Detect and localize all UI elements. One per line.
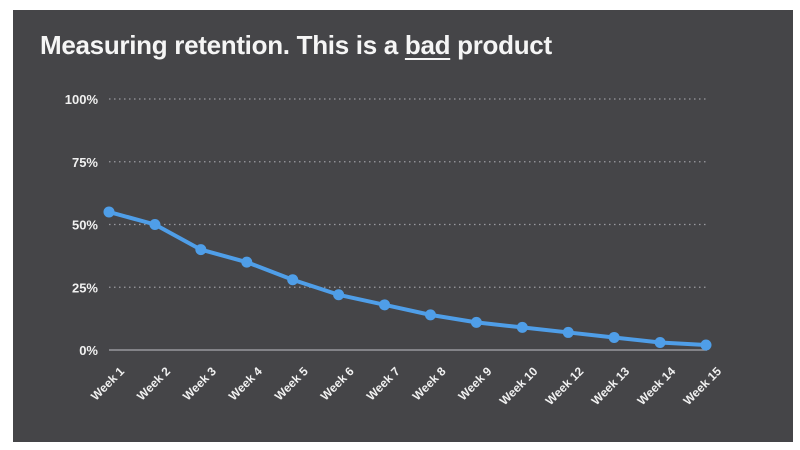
x-axis-tick-label: Week 13 — [589, 364, 633, 408]
y-axis-tick-label: 50% — [72, 218, 98, 233]
x-axis-tick-label: Week 10 — [497, 364, 541, 408]
x-axis-tick-label: Week 14 — [634, 364, 678, 408]
title-text-underlined: bad — [404, 30, 451, 60]
x-axis-tick-label: Week 5 — [272, 364, 311, 403]
data-point-week-4 — [241, 256, 253, 268]
data-point-week-10 — [516, 321, 528, 333]
x-axis-tick-label: Week 12 — [543, 364, 587, 408]
x-axis-tick-label: Week 9 — [456, 364, 495, 403]
y-axis-tick-label: 100% — [65, 92, 99, 107]
title-text-after: product — [450, 30, 552, 60]
x-axis-tick-label: Week 7 — [364, 364, 403, 403]
x-axis-tick-label: Week 8 — [410, 364, 449, 403]
data-point-week-6 — [333, 289, 345, 301]
x-axis-tick-label: Week 6 — [318, 364, 357, 403]
x-axis-tick-label: Week 4 — [226, 364, 265, 403]
data-point-week-7 — [379, 299, 391, 311]
slide-title: Measuring retention. This is a bad produ… — [40, 30, 552, 61]
retention-line-series — [107, 209, 708, 347]
x-axis-tick-label: Week 1 — [88, 364, 127, 403]
x-axis-tick-label: Week 3 — [180, 364, 219, 403]
data-point-week-8 — [424, 309, 436, 321]
data-point-week-12 — [562, 326, 574, 338]
x-axis-tick-label: Week 15 — [680, 364, 724, 408]
data-point-week-3 — [195, 244, 207, 256]
data-point-week-14 — [654, 336, 666, 348]
data-point-week-15 — [700, 339, 712, 351]
y-axis-tick-label: 25% — [72, 280, 98, 295]
title-text-before: Measuring retention. This is a — [40, 30, 405, 60]
x-axis-tick-label: Week 2 — [134, 364, 173, 403]
data-point-week-9 — [470, 316, 482, 328]
slide-canvas: Measuring retention. This is a bad produ… — [13, 10, 793, 442]
data-point-week-1 — [103, 206, 115, 218]
data-point-week-2 — [149, 219, 161, 230]
data-point-week-5 — [287, 274, 299, 286]
data-point-week-13 — [608, 331, 620, 343]
y-axis-tick-label: 0% — [79, 343, 98, 358]
y-axis-tick-label: 75% — [72, 155, 98, 170]
